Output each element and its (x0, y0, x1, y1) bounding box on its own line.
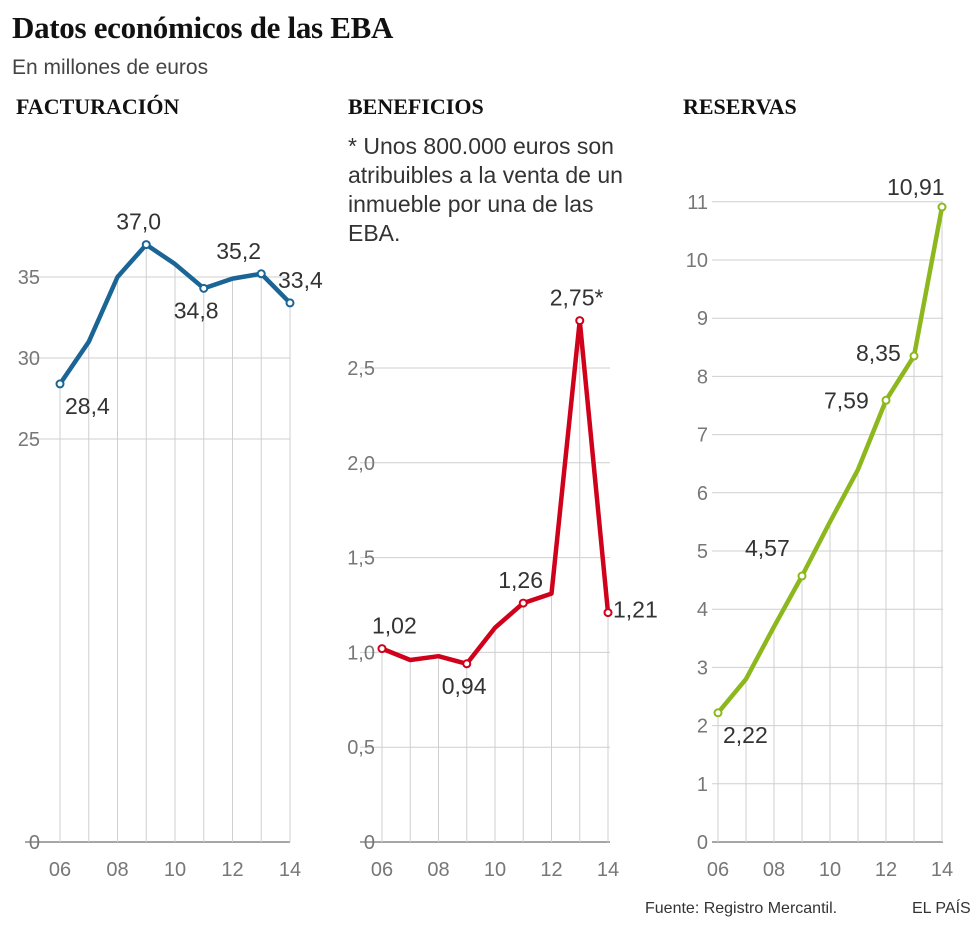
reservas-data-label: 10,91 (887, 174, 945, 200)
beneficios-y-tick-label: 1,0 (347, 642, 375, 664)
beneficios-y-tick-label: 0 (364, 832, 375, 854)
reservas-data-point (881, 395, 891, 405)
reservas-y-tick-label: 5 (697, 541, 708, 563)
facturacion-y-tick-label: 25 (18, 429, 40, 451)
reservas-data-point (713, 708, 723, 718)
beneficios-x-tick-label: 06 (371, 859, 393, 881)
facturacion-data-label: 28,4 (65, 393, 110, 419)
reservas-y-tick-label: 8 (697, 366, 708, 388)
beneficios-x-tick-label: 14 (597, 859, 619, 881)
beneficios-series-line (379, 318, 611, 667)
facturacion-x-tick-label: 12 (221, 859, 243, 881)
facturacion-data-point (256, 269, 266, 279)
beneficios-data-label: 1,02 (372, 613, 417, 639)
reservas-y-tick-label: 7 (697, 425, 708, 447)
reservas-y-tick-label: 0 (697, 832, 708, 854)
panel-title-facturacion: FACTURACIÓN (16, 94, 180, 119)
reservas-x-tick-label: 10 (819, 859, 841, 881)
facturacion-y-tick-label: 0 (29, 832, 40, 854)
beneficios-y-tick-label: 0,5 (347, 737, 375, 759)
beneficios-x-tick-label: 10 (484, 859, 506, 881)
beneficios-x-tick-label: 08 (427, 859, 449, 881)
chart-subtitle: En millones de euros (12, 56, 209, 79)
reservas-data-point (937, 202, 947, 212)
panel-title-beneficios: BENEFICIOS (348, 94, 484, 119)
facturacion-y-tick-label: 35 (18, 267, 40, 289)
facturacion-data-point (141, 240, 151, 250)
chart-title: Datos económicos de las EBA (12, 10, 394, 45)
facturacion-data-point (55, 379, 65, 389)
beneficios-y-tick-label: 2,5 (347, 358, 375, 380)
reservas-y-tick-label: 10 (686, 250, 708, 272)
beneficios-data-point (377, 644, 387, 654)
reservas-x-tick-label: 12 (875, 859, 897, 881)
facturacion-data-label: 33,4 (278, 267, 323, 293)
facturacion-x-tick-label: 10 (164, 859, 186, 881)
beneficios-data-label: 1,21 (613, 597, 658, 623)
beneficios-data-point (518, 598, 528, 608)
brand-logo: EL PAÍS (912, 900, 971, 917)
reservas-y-tick-label: 9 (697, 308, 708, 330)
facturacion-y-tick-label: 30 (18, 348, 40, 370)
reservas-x-tick-label: 08 (763, 859, 785, 881)
reservas-x-tick-label: 14 (931, 859, 953, 881)
reservas-y-tick-label: 6 (697, 483, 708, 505)
beneficios-data-label: 0,94 (442, 673, 487, 699)
facturacion-data-point (285, 298, 295, 308)
reservas-y-tick-label: 3 (697, 657, 708, 679)
facturacion-data-label: 35,2 (216, 238, 261, 264)
beneficios-x-tick-label: 12 (540, 859, 562, 881)
reservas-y-tick-label: 2 (697, 716, 708, 738)
panel-title-reservas: RESERVAS (683, 94, 797, 119)
beneficios-data-point (603, 608, 613, 618)
beneficios-data-point (462, 659, 472, 669)
reservas-y-tick-label: 4 (697, 599, 708, 621)
reservas-data-label: 7,59 (824, 387, 869, 413)
beneficios-y-tick-label: 1,5 (347, 548, 375, 570)
reservas-data-label: 8,35 (856, 340, 901, 366)
facturacion-x-tick-label: 14 (279, 859, 301, 881)
facturacion-data-label: 37,0 (116, 209, 161, 235)
beneficios-data-label: 1,26 (498, 567, 543, 593)
facturacion-series-line (57, 242, 293, 387)
beneficios-footnote: * Unos 800.000 euros son atribuibles a l… (348, 133, 623, 246)
reservas-data-label: 2,22 (723, 722, 768, 748)
facturacion-x-tick-label: 06 (49, 859, 71, 881)
reservas-y-tick-label: 11 (687, 192, 708, 214)
beneficios-y-tick-label: 2,0 (347, 453, 375, 475)
reservas-y-tick-label: 1 (697, 774, 708, 796)
reservas-data-point (909, 351, 919, 361)
source-note: Fuente: Registro Mercantil. (645, 900, 838, 917)
facturacion-x-tick-label: 08 (106, 859, 128, 881)
beneficios-data-point (575, 316, 585, 326)
reservas-x-tick-label: 06 (707, 859, 729, 881)
reservas-data-point (797, 571, 807, 581)
reservas-series-line (715, 204, 945, 716)
beneficios-data-label: 2,75* (550, 285, 604, 311)
facturacion-data-label: 34,8 (174, 297, 219, 323)
reservas-data-label: 4,57 (745, 535, 790, 561)
facturacion-data-point (199, 283, 209, 293)
